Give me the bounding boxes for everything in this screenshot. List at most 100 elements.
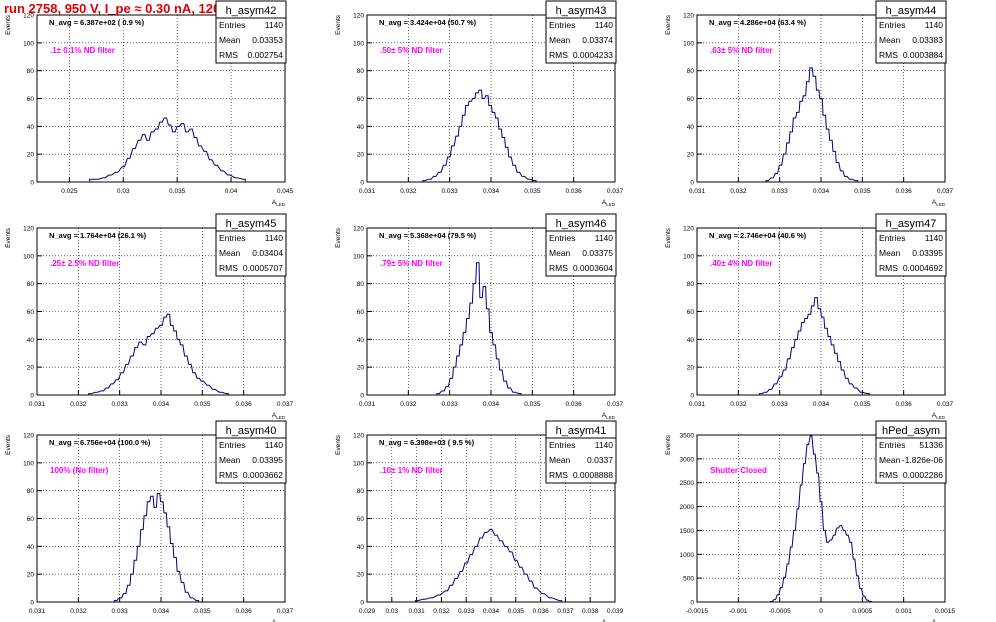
x-axis-label: ALED — [602, 619, 616, 622]
x-tick-label: 0.037 — [937, 401, 954, 408]
x-tick-label: 0.037 — [937, 188, 954, 195]
x-tick-label: 0.034 — [153, 401, 170, 408]
y-tick-label: 0 — [360, 180, 364, 187]
y-tick-label: 40 — [27, 544, 35, 551]
x-tick-label: 0 — [819, 608, 823, 615]
panel-hPed_asym: -0.0015 -0.001 -0.0005 0 0.0005 0.001 0.0015 0 5… — [665, 420, 955, 622]
panel-h_asym47: 0.031 0.032 0.033 0.034 0.035 0.036 0.037 0 20 40… — [665, 213, 954, 420]
stats-box — [875, 0, 947, 64]
x-tick-label: 0.032 — [70, 401, 87, 408]
y-tick-label: 80 — [27, 281, 35, 288]
stat-value: 1140 — [265, 20, 284, 30]
x-tick-label: 0.033 — [772, 401, 789, 408]
x-tick-label: 0.033 — [112, 401, 129, 408]
y-tick-label: 120 — [353, 433, 364, 440]
x-tick-label: 0.033 — [442, 188, 459, 195]
panel-h_asym45: 0.031 0.032 0.033 0.034 0.035 0.036 0.037 0 20 40… — [5, 213, 294, 420]
navg-header: N_avg = 5.368e+04 (79.5 %) — [379, 231, 477, 240]
y-axis-label: Events — [665, 14, 672, 35]
x-tick-label: 0.031 — [29, 401, 46, 408]
stat-label: Mean — [879, 35, 901, 45]
stat-label: Mean — [549, 248, 571, 258]
filter-annotation: .10± 1% ND filter — [380, 466, 443, 475]
y-tick-label: 120 — [23, 13, 34, 20]
y-tick-label: 80 — [687, 281, 695, 288]
y-tick-label: 20 — [357, 572, 365, 579]
y-axis-label: Events — [335, 14, 342, 35]
x-tick-label: 0.038 — [582, 608, 599, 615]
histogram-name: h_asym43 — [556, 5, 607, 17]
y-tick-label: 60 — [357, 516, 365, 523]
stats-box — [545, 213, 617, 277]
x-tick-label: -0.0015 — [686, 608, 708, 615]
x-tick-label: 0.031 — [29, 608, 46, 615]
stat-label: Entries — [549, 233, 575, 243]
stat-value: 1140 — [595, 440, 614, 450]
x-tick-label: 0.034 — [813, 188, 830, 195]
y-tick-label: 60 — [27, 96, 35, 103]
x-tick-label: 0.034 — [813, 401, 830, 408]
x-tick-label: 0.037 — [557, 608, 574, 615]
navg-header: N_avg = 2.746e+04 (40.6 %) — [709, 231, 807, 240]
stat-label: Entries — [549, 440, 575, 450]
panel-h_asym46: 0.031 0.032 0.033 0.034 0.035 0.036 0.037 0 20 40… — [335, 213, 624, 420]
stats-box — [215, 420, 287, 484]
y-tick-label: 80 — [27, 488, 35, 495]
x-tick-label: 0.037 — [277, 608, 294, 615]
y-tick-label: 2000 — [680, 504, 695, 511]
y-tick-label: 60 — [687, 309, 695, 316]
stat-label: Mean — [219, 455, 241, 465]
filter-annotation: .79± 5% ND filter — [380, 259, 443, 268]
x-tick-label: 0.037 — [277, 401, 294, 408]
navg-header: N_avg = 3.424e+04 (50.7 %) — [379, 18, 477, 27]
histogram-name: h_asym45 — [226, 218, 277, 230]
x-tick-label: 0.033 — [112, 608, 129, 615]
y-tick-label: 0 — [30, 180, 34, 187]
stats-box — [545, 0, 617, 64]
x-tick-label: 0.031 — [689, 401, 706, 408]
y-tick-label: 100 — [353, 40, 364, 47]
x-tick-label: 0.032 — [730, 401, 747, 408]
x-tick-label: 0.036 — [896, 188, 913, 195]
x-axis-label: ALED — [932, 199, 946, 207]
stat-value: 0.03395 — [252, 455, 283, 465]
stats-box — [545, 420, 617, 484]
y-tick-label: 0 — [690, 393, 694, 400]
stat-value: 1140 — [925, 233, 944, 243]
navg-header: N_avg = 4.286e+04 (63.4 %) — [709, 18, 807, 27]
y-tick-label: 20 — [27, 152, 35, 159]
x-tick-label: 0.035 — [524, 188, 541, 195]
histogram-line — [422, 89, 537, 182]
y-axis-label: Events — [335, 227, 342, 248]
x-tick-label: 0.04 — [225, 188, 238, 195]
x-tick-label: 0.031 — [689, 188, 706, 195]
x-axis-label: ALED — [602, 199, 616, 207]
histogram-name: h_asym47 — [886, 218, 937, 230]
x-tick-label: 0.034 — [483, 401, 500, 408]
x-tick-label: 0.037 — [607, 401, 624, 408]
y-axis-label: Events — [5, 434, 12, 455]
stat-label: RMS — [549, 50, 568, 60]
y-tick-label: 100 — [683, 253, 694, 260]
y-tick-label: 0 — [30, 600, 34, 607]
stat-value: 1140 — [595, 233, 614, 243]
y-tick-label: 60 — [27, 309, 35, 316]
navg-header: N_avg = 6.387e+02 ( 0.9 %) — [49, 18, 145, 27]
y-tick-label: 20 — [687, 365, 695, 372]
histogram-line — [414, 529, 563, 602]
y-axis-label: Events — [5, 227, 12, 248]
histogram-name: h_asym41 — [556, 425, 607, 437]
y-tick-label: 0 — [690, 180, 694, 187]
stat-value: 1140 — [595, 20, 614, 30]
y-axis-label: Events — [665, 227, 672, 248]
stat-label: Mean — [219, 35, 241, 45]
x-axis-label: ALED — [932, 412, 946, 420]
x-tick-label: 0.034 — [153, 608, 170, 615]
y-tick-label: 80 — [357, 488, 365, 495]
y-tick-label: 100 — [23, 253, 34, 260]
filter-annotation: .50± 5% ND filter — [380, 46, 443, 55]
stat-value: 0.0004692 — [903, 263, 943, 273]
panel-h_asym41: 0.029 0.03 0.031 0.032 0.033 0.034 0.035 0.036 0… — [335, 420, 624, 622]
stat-value: 0.0008888 — [573, 470, 613, 480]
stat-value: 0.03353 — [252, 35, 283, 45]
